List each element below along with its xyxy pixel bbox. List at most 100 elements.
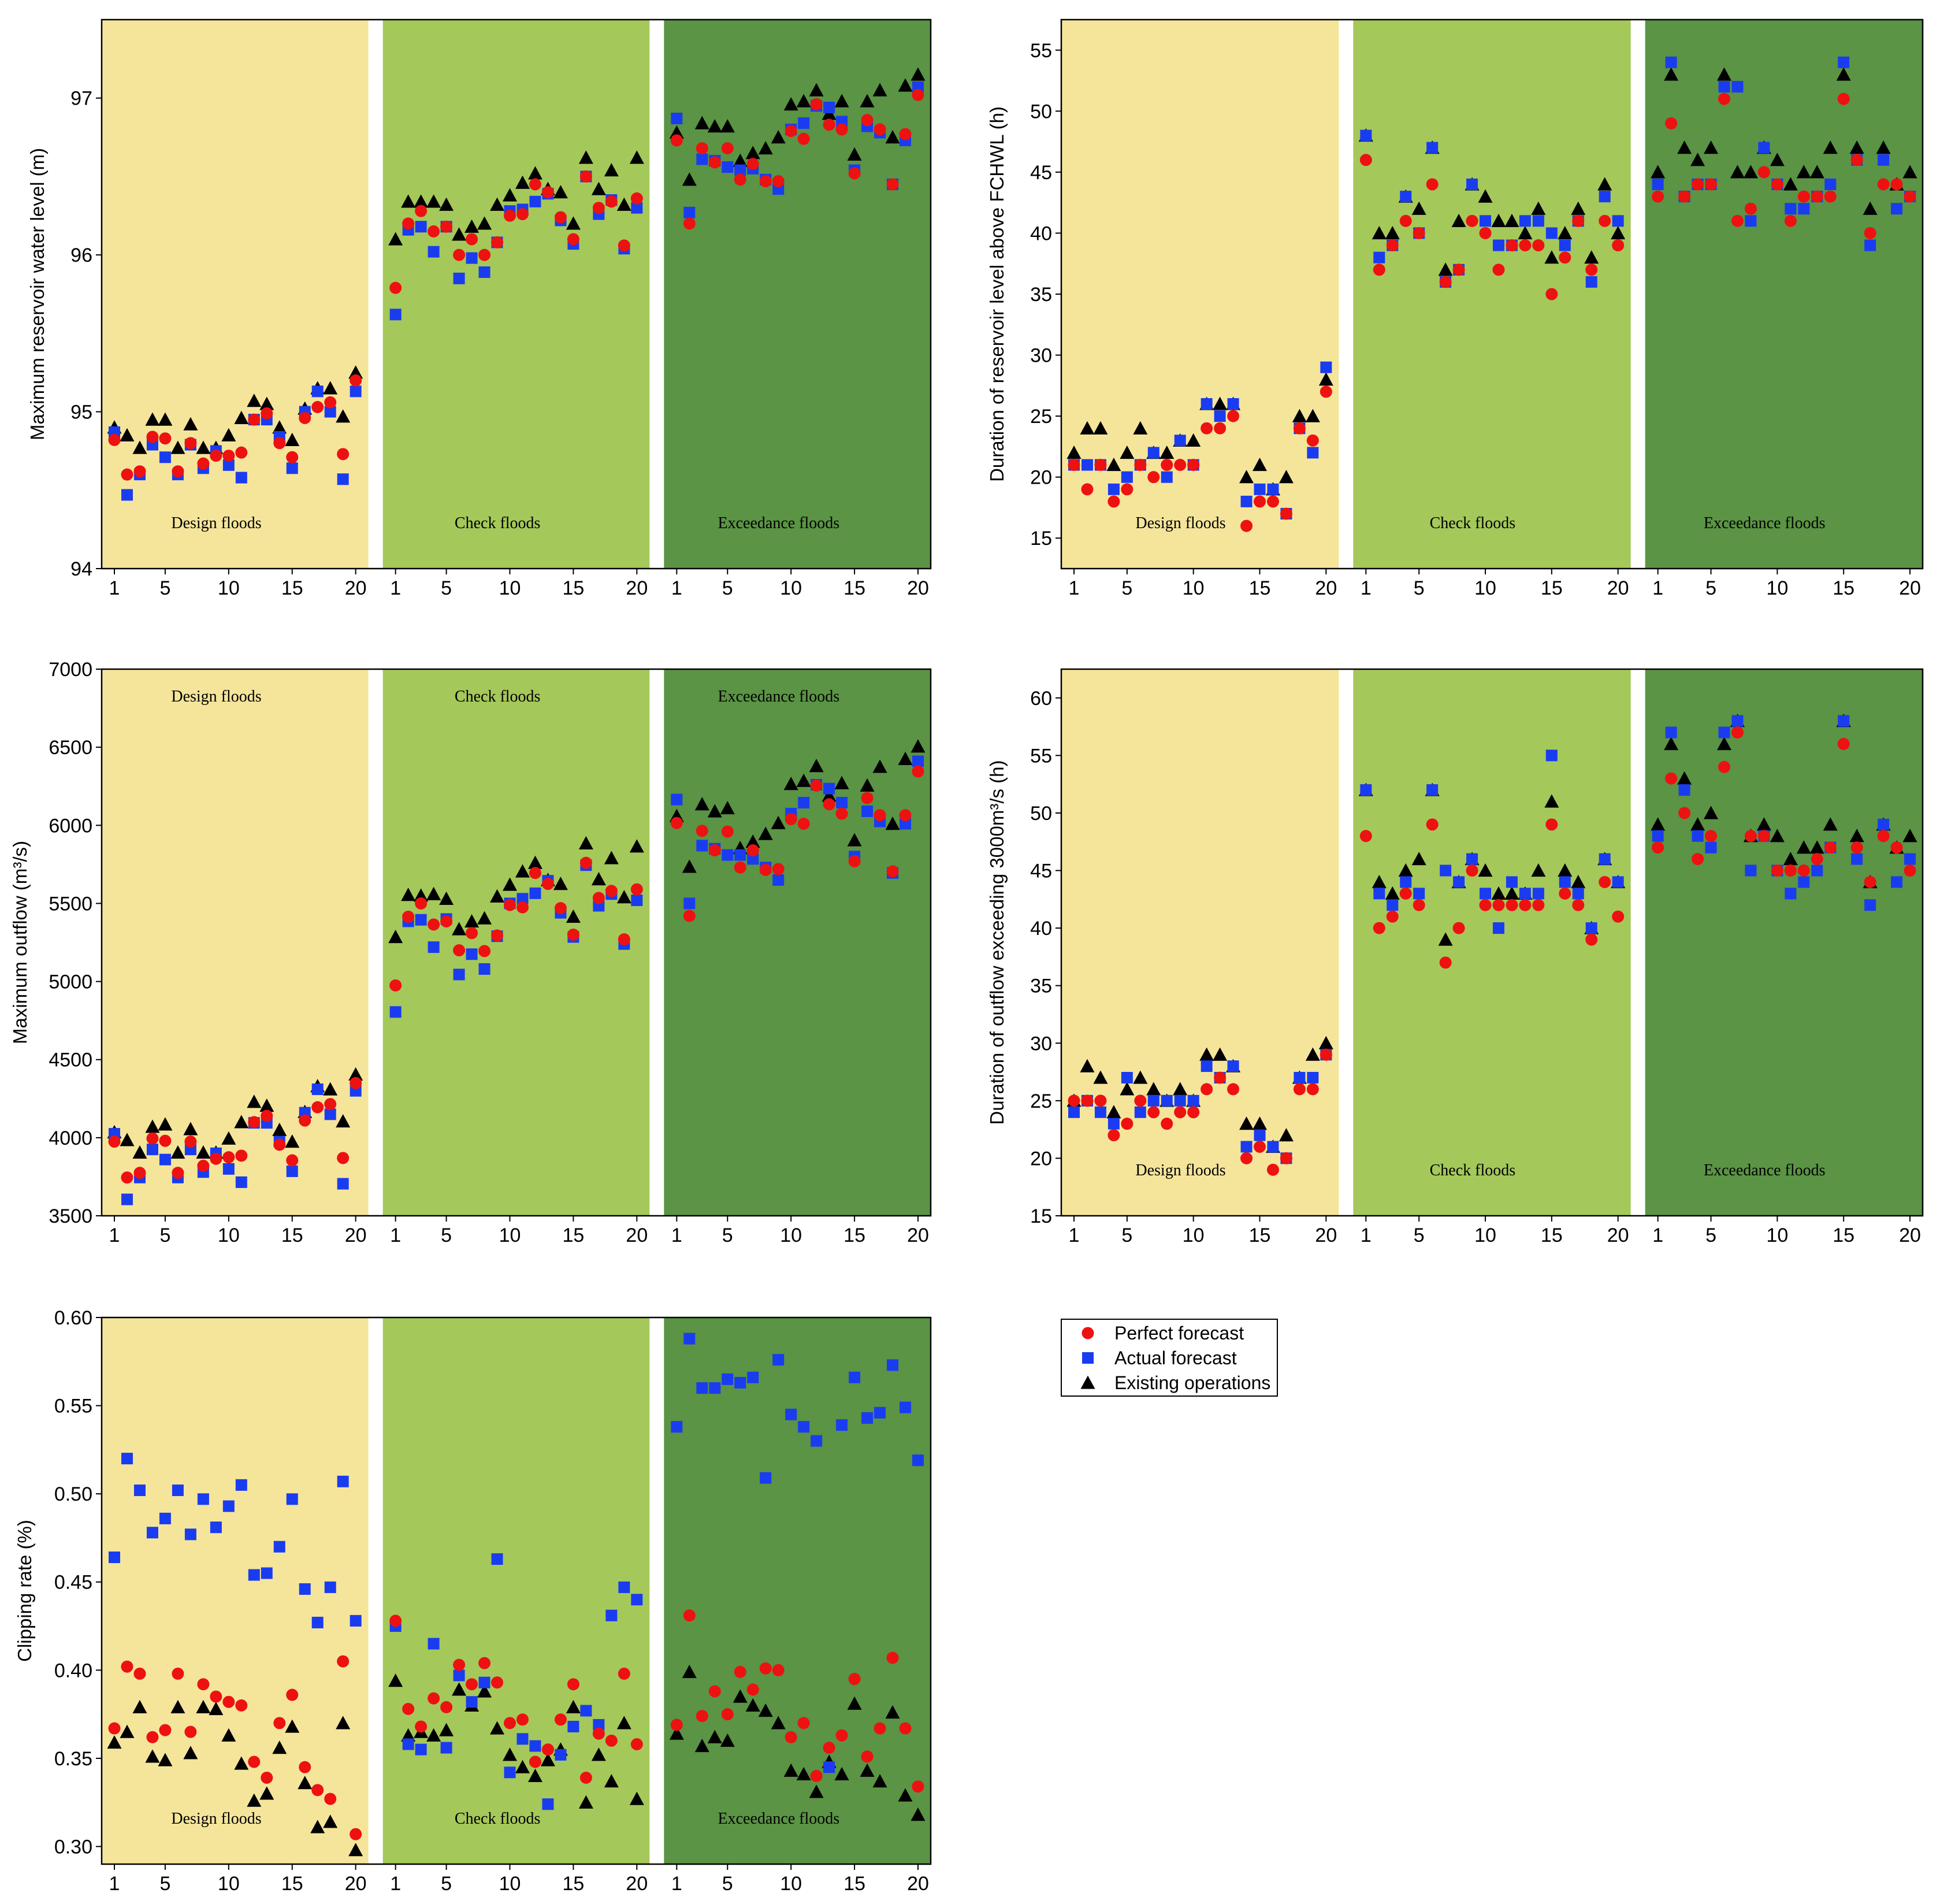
perfect-point	[1678, 190, 1691, 203]
x-tick-label: 1	[390, 1224, 401, 1246]
existing-point	[145, 412, 160, 426]
perfect-point	[1532, 899, 1545, 911]
actual-point	[286, 1165, 298, 1177]
y-tick-label: 50	[1030, 101, 1052, 123]
perfect-point	[1214, 422, 1227, 435]
existing-point	[682, 172, 697, 186]
existing-point	[1066, 445, 1082, 459]
existing-point	[1253, 1116, 1268, 1130]
x-tick-label: 5	[159, 577, 170, 599]
perfect-point	[1665, 772, 1678, 785]
perfect-point	[1214, 1071, 1227, 1084]
actual-point	[1519, 888, 1531, 900]
y-tick-label: 94	[70, 558, 92, 580]
perfect-point	[554, 1713, 567, 1726]
perfect-point	[554, 211, 567, 224]
existing-point	[1093, 421, 1108, 435]
perfect-point	[1386, 910, 1399, 923]
perfect-point	[235, 1699, 248, 1712]
actual-point	[631, 895, 643, 907]
perfect-point	[1797, 864, 1810, 877]
perfect-point	[1904, 190, 1916, 203]
actual-point	[516, 1733, 529, 1745]
perfect-point	[159, 1134, 172, 1147]
perfect-point	[1134, 1094, 1147, 1107]
y-tick-label: 95	[70, 402, 92, 424]
perfect-point	[1280, 1152, 1292, 1164]
perfect-point	[696, 825, 708, 837]
y-tick-label: 0.50	[54, 1483, 92, 1505]
perfect-point	[440, 915, 453, 928]
perfect-point	[159, 432, 172, 445]
existing-point	[1398, 863, 1413, 877]
actual-point	[235, 472, 247, 484]
actual-point	[1731, 81, 1744, 93]
perfect-point	[1612, 910, 1625, 923]
actual-point	[1572, 888, 1584, 900]
perfect-point	[1306, 434, 1319, 447]
perfect-point	[273, 437, 286, 450]
perfect-point	[1890, 178, 1903, 191]
perfect-point	[222, 450, 235, 462]
existing-point	[439, 197, 454, 211]
y-tick-label: 5500	[49, 893, 92, 915]
perfect-point	[605, 1734, 618, 1747]
x-tick-label: 15	[1249, 577, 1271, 599]
perfect-point	[848, 167, 861, 180]
actual-point	[747, 1371, 759, 1383]
perfect-point	[286, 451, 299, 463]
perfect-point	[835, 1729, 848, 1742]
existing-point	[1809, 840, 1824, 854]
y-tick-label: 15	[1030, 528, 1052, 550]
group-background	[1061, 20, 1339, 569]
perfect-point	[1850, 154, 1863, 166]
perfect-point	[1572, 899, 1585, 911]
perfect-point	[899, 809, 912, 822]
x-tick-label: 20	[907, 577, 929, 599]
actual-point	[1466, 853, 1478, 865]
existing-point	[1318, 1035, 1333, 1049]
actual-point	[1878, 154, 1890, 166]
existing-point	[1677, 140, 1692, 154]
actual-point	[734, 1376, 746, 1389]
x-tick-label: 5	[722, 1873, 733, 1895]
x-tick-label: 15	[1541, 577, 1563, 599]
perfect-point	[823, 798, 835, 811]
actual-point	[1094, 1106, 1106, 1118]
existing-point	[464, 914, 480, 928]
perfect-point	[1811, 853, 1823, 866]
existing-point	[1796, 165, 1811, 179]
group-background	[1645, 20, 1923, 569]
x-tick-label: 15	[563, 577, 585, 599]
y-tick-label: 0.60	[54, 1307, 92, 1329]
existing-point	[1213, 396, 1228, 410]
perfect-point	[683, 217, 696, 230]
existing-point	[120, 1724, 135, 1738]
actual-point	[1904, 853, 1916, 865]
actual-point	[785, 1408, 797, 1420]
existing-point	[809, 759, 824, 773]
existing-point	[720, 119, 735, 133]
actual-point	[1440, 864, 1452, 877]
actual-point	[1413, 888, 1425, 900]
y-tick-label: 40	[1030, 222, 1052, 244]
actual-point	[1718, 726, 1730, 738]
group-label: Design floods	[1135, 1161, 1225, 1179]
actual-point	[1227, 1060, 1239, 1072]
actual-point	[197, 1493, 209, 1505]
perfect-point	[108, 1722, 121, 1735]
existing-point	[1372, 874, 1387, 889]
existing-point	[1531, 863, 1546, 877]
existing-point	[323, 1082, 338, 1096]
perfect-point	[389, 979, 402, 992]
actual-point	[440, 1742, 452, 1754]
existing-point	[285, 432, 300, 447]
x-tick-label: 5	[722, 1224, 733, 1246]
x-tick-label: 20	[1607, 1224, 1629, 1246]
actual-point	[580, 1705, 592, 1717]
existing-point	[1823, 140, 1838, 154]
perfect-point	[1771, 178, 1783, 191]
perfect-point	[1081, 1094, 1094, 1107]
existing-point	[1531, 201, 1546, 215]
